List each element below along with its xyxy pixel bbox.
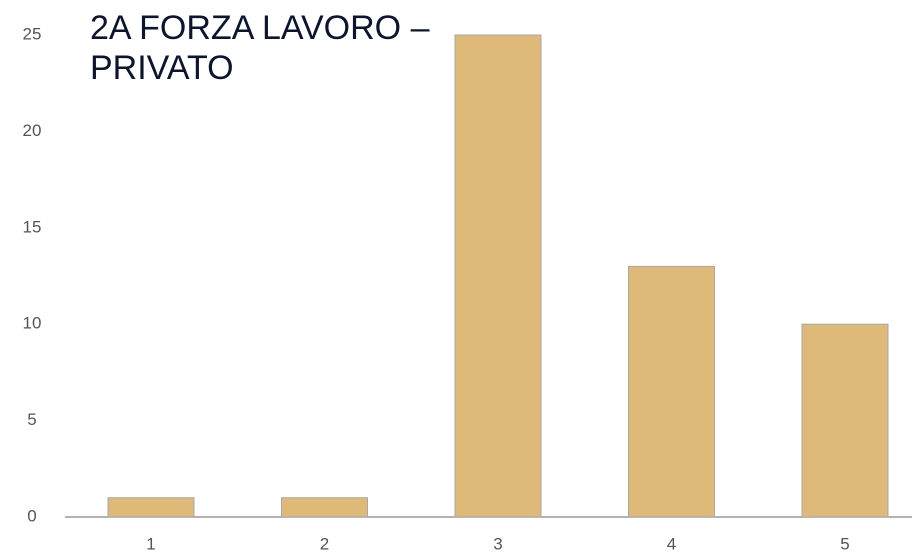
y-tick-label: 20 bbox=[23, 121, 42, 140]
chart-title: 2A FORZA LAVORO – PRIVATO bbox=[90, 9, 430, 87]
y-tick-label: 15 bbox=[23, 217, 42, 236]
bar bbox=[628, 265, 715, 518]
y-tick-label: 10 bbox=[23, 314, 42, 333]
y-tick-label: 25 bbox=[23, 24, 42, 43]
x-tick-label: 2 bbox=[320, 534, 329, 553]
bar bbox=[801, 323, 889, 518]
x-tick-label: 1 bbox=[146, 534, 155, 553]
bar bbox=[107, 497, 195, 518]
y-tick-label: 5 bbox=[27, 410, 36, 429]
x-tick-label: 4 bbox=[667, 534, 676, 553]
bar bbox=[454, 34, 542, 518]
x-tick-label: 3 bbox=[493, 534, 502, 553]
bar bbox=[281, 497, 368, 518]
y-tick-label: 0 bbox=[27, 506, 36, 525]
x-tick-label: 5 bbox=[840, 534, 849, 553]
